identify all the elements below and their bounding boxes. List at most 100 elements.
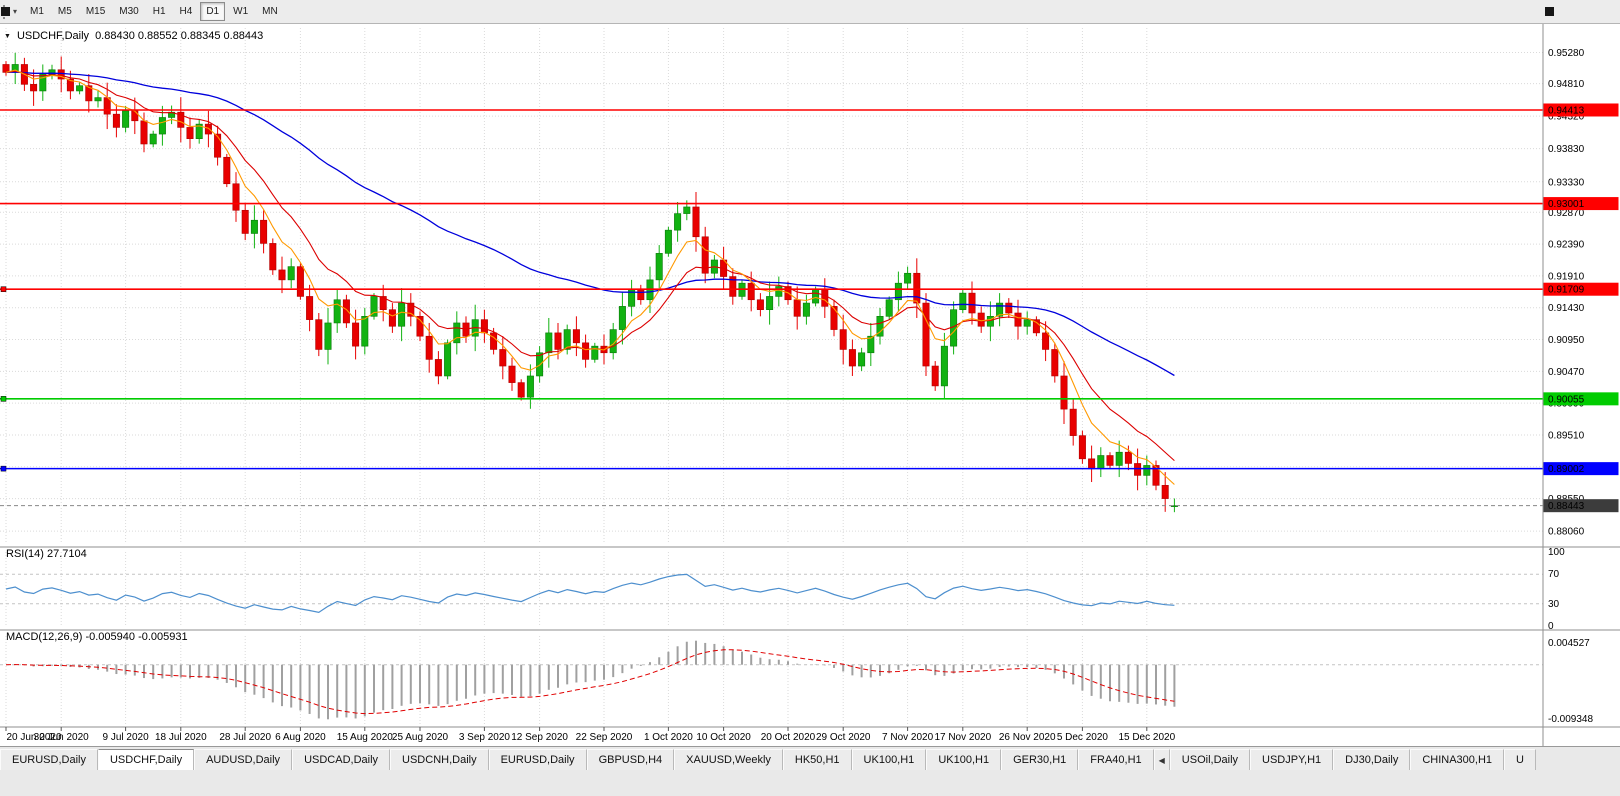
tab-usdchf-daily[interactable]: USDCHF,Daily xyxy=(97,749,195,770)
ma-slow-blue-line xyxy=(5,71,1175,377)
tab-ger30-h1[interactable]: GER30,H1 xyxy=(1001,749,1079,770)
tab-fra40-h1[interactable]: FRA40,H1 xyxy=(1078,749,1154,770)
date-axis-label: 22 Sep 2020 xyxy=(576,732,633,743)
current-price-badge xyxy=(1543,499,1619,513)
timeframe-button-h1[interactable]: H1 xyxy=(152,6,166,17)
date-axis-label: 6 Aug 2020 xyxy=(275,732,326,743)
hline-handle xyxy=(0,396,7,402)
tab-usdcnh-daily[interactable]: USDCNH,Daily xyxy=(390,749,489,770)
chart-symbol-period: USDCHF,Daily xyxy=(16,30,90,42)
date-axis-label: 12 Sep 2020 xyxy=(511,732,568,743)
tab-uk100-h1[interactable]: UK100,H1 xyxy=(851,749,927,770)
tab-u[interactable]: U xyxy=(1504,749,1536,770)
tab-eurusd-daily[interactable]: EURUSD,Daily xyxy=(0,749,98,770)
price-scale-label: 0.94320 xyxy=(1548,112,1585,123)
date-axis-label: 20 Oct 2020 xyxy=(761,732,816,743)
toolbar-dropdown-icon[interactable]: ▾ xyxy=(13,7,18,16)
tab-usoil-daily[interactable]: USOil,Daily xyxy=(1169,749,1251,770)
rsi-scale-label: 0 xyxy=(1548,621,1554,632)
macd-layer xyxy=(0,640,1543,720)
price-scale-label: 0.92870 xyxy=(1548,208,1585,219)
tab-gbpusd-h4[interactable]: GBPUSD,H4 xyxy=(586,749,675,770)
ma-fast-orange-line xyxy=(5,69,1175,485)
date-axis-label: 29 Oct 2020 xyxy=(816,732,871,743)
price-scale-label: 0.93830 xyxy=(1548,144,1585,155)
hline-price-badge-label: 0.90055 xyxy=(1548,394,1585,405)
price-scale-label: 0.91430 xyxy=(1548,303,1585,314)
tab-xauusd-weekly[interactable]: XAUUSD,Weekly xyxy=(674,749,783,770)
tab-china300-h1[interactable]: CHINA300,H1 xyxy=(1410,749,1505,770)
timeframe-button-d1[interactable]: D1 xyxy=(200,2,226,21)
macd-indicator-label: MACD(12,26,9) -0.005940 -0.005931 xyxy=(6,631,188,643)
price-scale-label: 0.88060 xyxy=(1548,527,1585,538)
date-axis-label: 3 Sep 2020 xyxy=(459,732,511,743)
timeframe-toolbar: ▾ M1 M5 M15 M30 H1 H4 D1 W1 MN xyxy=(0,0,1620,24)
hline-price-badge-label: 0.91709 xyxy=(1548,285,1585,296)
date-axis-label: 9 Jul 2020 xyxy=(103,732,150,743)
price-scale-label: 0.89510 xyxy=(1548,430,1585,441)
tab-usdjpy-h1[interactable]: USDJPY,H1 xyxy=(1250,749,1334,770)
date-axis-label: 15 Dec 2020 xyxy=(1118,732,1175,743)
timeframe-button-m15[interactable]: M15 xyxy=(85,6,106,17)
price-scale-label: 0.92390 xyxy=(1548,240,1585,251)
right-corner-marker xyxy=(1545,7,1554,16)
rsi-scale-label: 70 xyxy=(1548,569,1560,580)
chart-collapse-icon[interactable]: ▼ xyxy=(4,32,11,40)
price-scale-label: 0.90950 xyxy=(1548,335,1585,346)
left-corner-marker xyxy=(1,7,10,16)
tab-eurusd-daily[interactable]: EURUSD,Daily xyxy=(488,749,587,770)
tab-scroll-left-icon[interactable]: ◀ xyxy=(1153,749,1170,770)
date-axis-label: 5 Dec 2020 xyxy=(1057,732,1109,743)
date-axis-label: 20 Jun 2020 xyxy=(6,732,61,743)
hline-price-badge xyxy=(1543,462,1619,476)
macd-scale-top-label: 0.004527 xyxy=(1548,638,1590,649)
rsi-indicator-label: RSI(14) 27.7104 xyxy=(6,548,87,560)
hline-price-badge-label: 0.89002 xyxy=(1548,464,1585,475)
chart-tab-bar: EURUSD,Daily USDCHF,Daily AUDUSD,Daily USDC… xyxy=(0,746,1620,796)
hline-handle xyxy=(0,465,7,472)
rsi-line xyxy=(5,573,1175,614)
hlines-layer xyxy=(0,109,1543,507)
date-axis-label: 15 Aug 2020 xyxy=(337,732,394,743)
tab-dj30-daily[interactable]: DJ30,Daily xyxy=(1333,749,1411,770)
date-axis-label: 30 Jun 2020 xyxy=(34,732,89,743)
timeframe-button-m30[interactable]: M30 xyxy=(119,6,139,17)
current-price-badge-label: 0.88443 xyxy=(1548,501,1585,512)
timeframe-button-w1[interactable]: W1 xyxy=(233,6,249,17)
date-axis-label: 28 Jul 2020 xyxy=(219,732,271,743)
timeframe-button-m5[interactable]: M5 xyxy=(57,6,72,17)
date-axis-label: 18 Jul 2020 xyxy=(155,732,207,743)
tab-uk100-h1[interactable]: UK100,H1 xyxy=(926,749,1002,770)
chart-tabs: EURUSD,Daily USDCHF,Daily AUDUSD,Daily USDC… xyxy=(0,749,1620,770)
tab-audusd-daily[interactable]: AUDUSD,Daily xyxy=(194,749,293,770)
rsi-scale-label: 30 xyxy=(1548,599,1560,610)
date-axis-label: 10 Oct 2020 xyxy=(696,732,751,743)
tab-usdcad-daily[interactable]: USDCAD,Daily xyxy=(292,749,391,770)
tab-hk50-h1[interactable]: HK50,H1 xyxy=(782,749,852,770)
hline-handle xyxy=(0,286,7,292)
hline-price-badge xyxy=(1543,197,1619,211)
moving-averages-layer xyxy=(5,69,1175,485)
macd-signal-line xyxy=(5,649,1175,715)
timeframe-button-h4[interactable]: H4 xyxy=(179,6,193,17)
timeframe-button-m1[interactable]: M1 xyxy=(30,6,44,17)
date-axis-label: 17 Nov 2020 xyxy=(934,732,991,743)
hline-price-badge xyxy=(1543,282,1619,296)
date-axis-label: 1 Oct 2020 xyxy=(644,732,693,743)
timeframe-buttons: M1 M5 M15 M30 H1 H4 D1 W1 MN xyxy=(23,2,285,21)
price-scale-label: 0.91910 xyxy=(1548,271,1585,282)
rsi-scale-label: 100 xyxy=(1548,547,1565,558)
price-scale-label: 0.90470 xyxy=(1548,367,1585,378)
date-axis-label: 25 Aug 2020 xyxy=(392,732,449,743)
macd-scale-bottom-label: -0.009348 xyxy=(1548,714,1593,725)
chart-title: ▼ USDCHF,Daily 0.88430 0.88552 0.88345 0… xyxy=(4,30,263,42)
price-scale-label: 0.95280 xyxy=(1548,48,1585,59)
grid-layer xyxy=(0,28,1543,724)
hline-price-badge-label: 0.94413 xyxy=(1548,105,1585,116)
axes-layer: 0.95280 0.94810 0.94320 0.93830 0.93330 0.928… xyxy=(0,23,1620,746)
timeframe-button-mn[interactable]: MN xyxy=(262,6,278,17)
hline-price-badge-label: 0.93001 xyxy=(1548,199,1585,210)
price-scale-label: 0.94810 xyxy=(1548,79,1585,90)
